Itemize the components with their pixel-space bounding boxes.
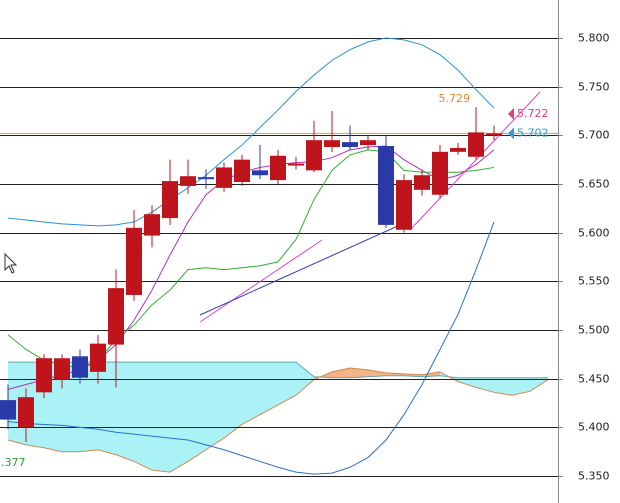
cloud-segment [296,362,314,396]
cloud-segment [62,362,80,452]
candle-body [432,151,448,195]
cloud-segment [206,362,224,450]
trend-line [409,91,541,231]
mouse-cursor [4,252,18,274]
cloud-segment [494,377,512,396]
cloud-segment [116,362,134,462]
cloud-segment [278,362,296,405]
high-label: 5.729 [439,92,471,105]
cloud-segment [134,362,152,471]
candle-body [234,159,250,183]
candle-body [162,181,178,219]
candle-body [396,180,412,230]
cloud-segment [170,362,188,473]
cloud-segment [512,377,530,396]
candle-body [126,227,142,295]
indicator-line [7,37,495,227]
candle-body [36,358,52,393]
cloud-segment [188,362,206,462]
candle-body [306,140,322,171]
candle-body [90,343,106,372]
cloud-segment [98,362,116,455]
candle-body [144,214,160,236]
cloud-segment [368,369,386,377]
indicator-lines [0,37,558,475]
axis-labels: 5.350 5.400 5.450 5.500 5.550 5.600 5.650 5.700… [558,32,610,483]
cloud-segment [242,362,260,425]
cloud-segment [260,362,278,415]
lower-band-label: 5.377 [0,456,26,469]
candle-body [252,170,268,176]
trend-line [199,239,323,323]
candle-body [18,397,34,428]
y-tick-label: 5.700 [578,129,610,142]
price-marker [508,127,514,140]
y-tick-label: 5.450 [578,373,610,386]
candle-body [108,288,124,345]
trend-line [199,224,401,316]
indicator-line [7,221,495,475]
candle-body [378,146,394,225]
candle-body [288,163,304,166]
candle-body [270,155,286,181]
candles [0,107,502,442]
candle-body [486,133,502,136]
cloud-segment [458,377,476,388]
candle-body [468,132,484,157]
candle-body [180,176,196,186]
y-tick-label: 5.500 [578,324,610,337]
cloud-segment [332,367,350,378]
candle-body [324,140,340,147]
y-tick-label: 5.600 [578,227,610,240]
price-marker-label: 5.702 [517,126,549,139]
price-marker [508,107,514,120]
y-tick-label: 5.750 [578,81,610,94]
candle-body [54,358,70,380]
y-tick-label: 5.650 [578,178,610,191]
candle-body [450,147,466,152]
y-tick-label: 5.550 [578,275,610,288]
candle-body [342,142,358,147]
cloud-segment [224,362,242,439]
indicator-line [7,149,495,369]
cloud-span [7,367,549,473]
candle-body [414,175,430,190]
grid [0,38,558,477]
candle-body [72,356,88,378]
cloud-segment [350,367,368,378]
candle-body [0,400,16,420]
candle-body [198,177,214,180]
y-tick-label: 5.400 [578,421,610,434]
candle-body [216,167,232,188]
indicator-line [7,145,495,390]
y-tick-label: 5.350 [578,470,610,483]
cloud-segment [152,362,170,473]
price-marker-label: 5.722 [517,107,549,120]
candle-body [360,140,376,146]
y-tick-label: 5.800 [578,32,610,45]
price-axis [558,0,620,503]
